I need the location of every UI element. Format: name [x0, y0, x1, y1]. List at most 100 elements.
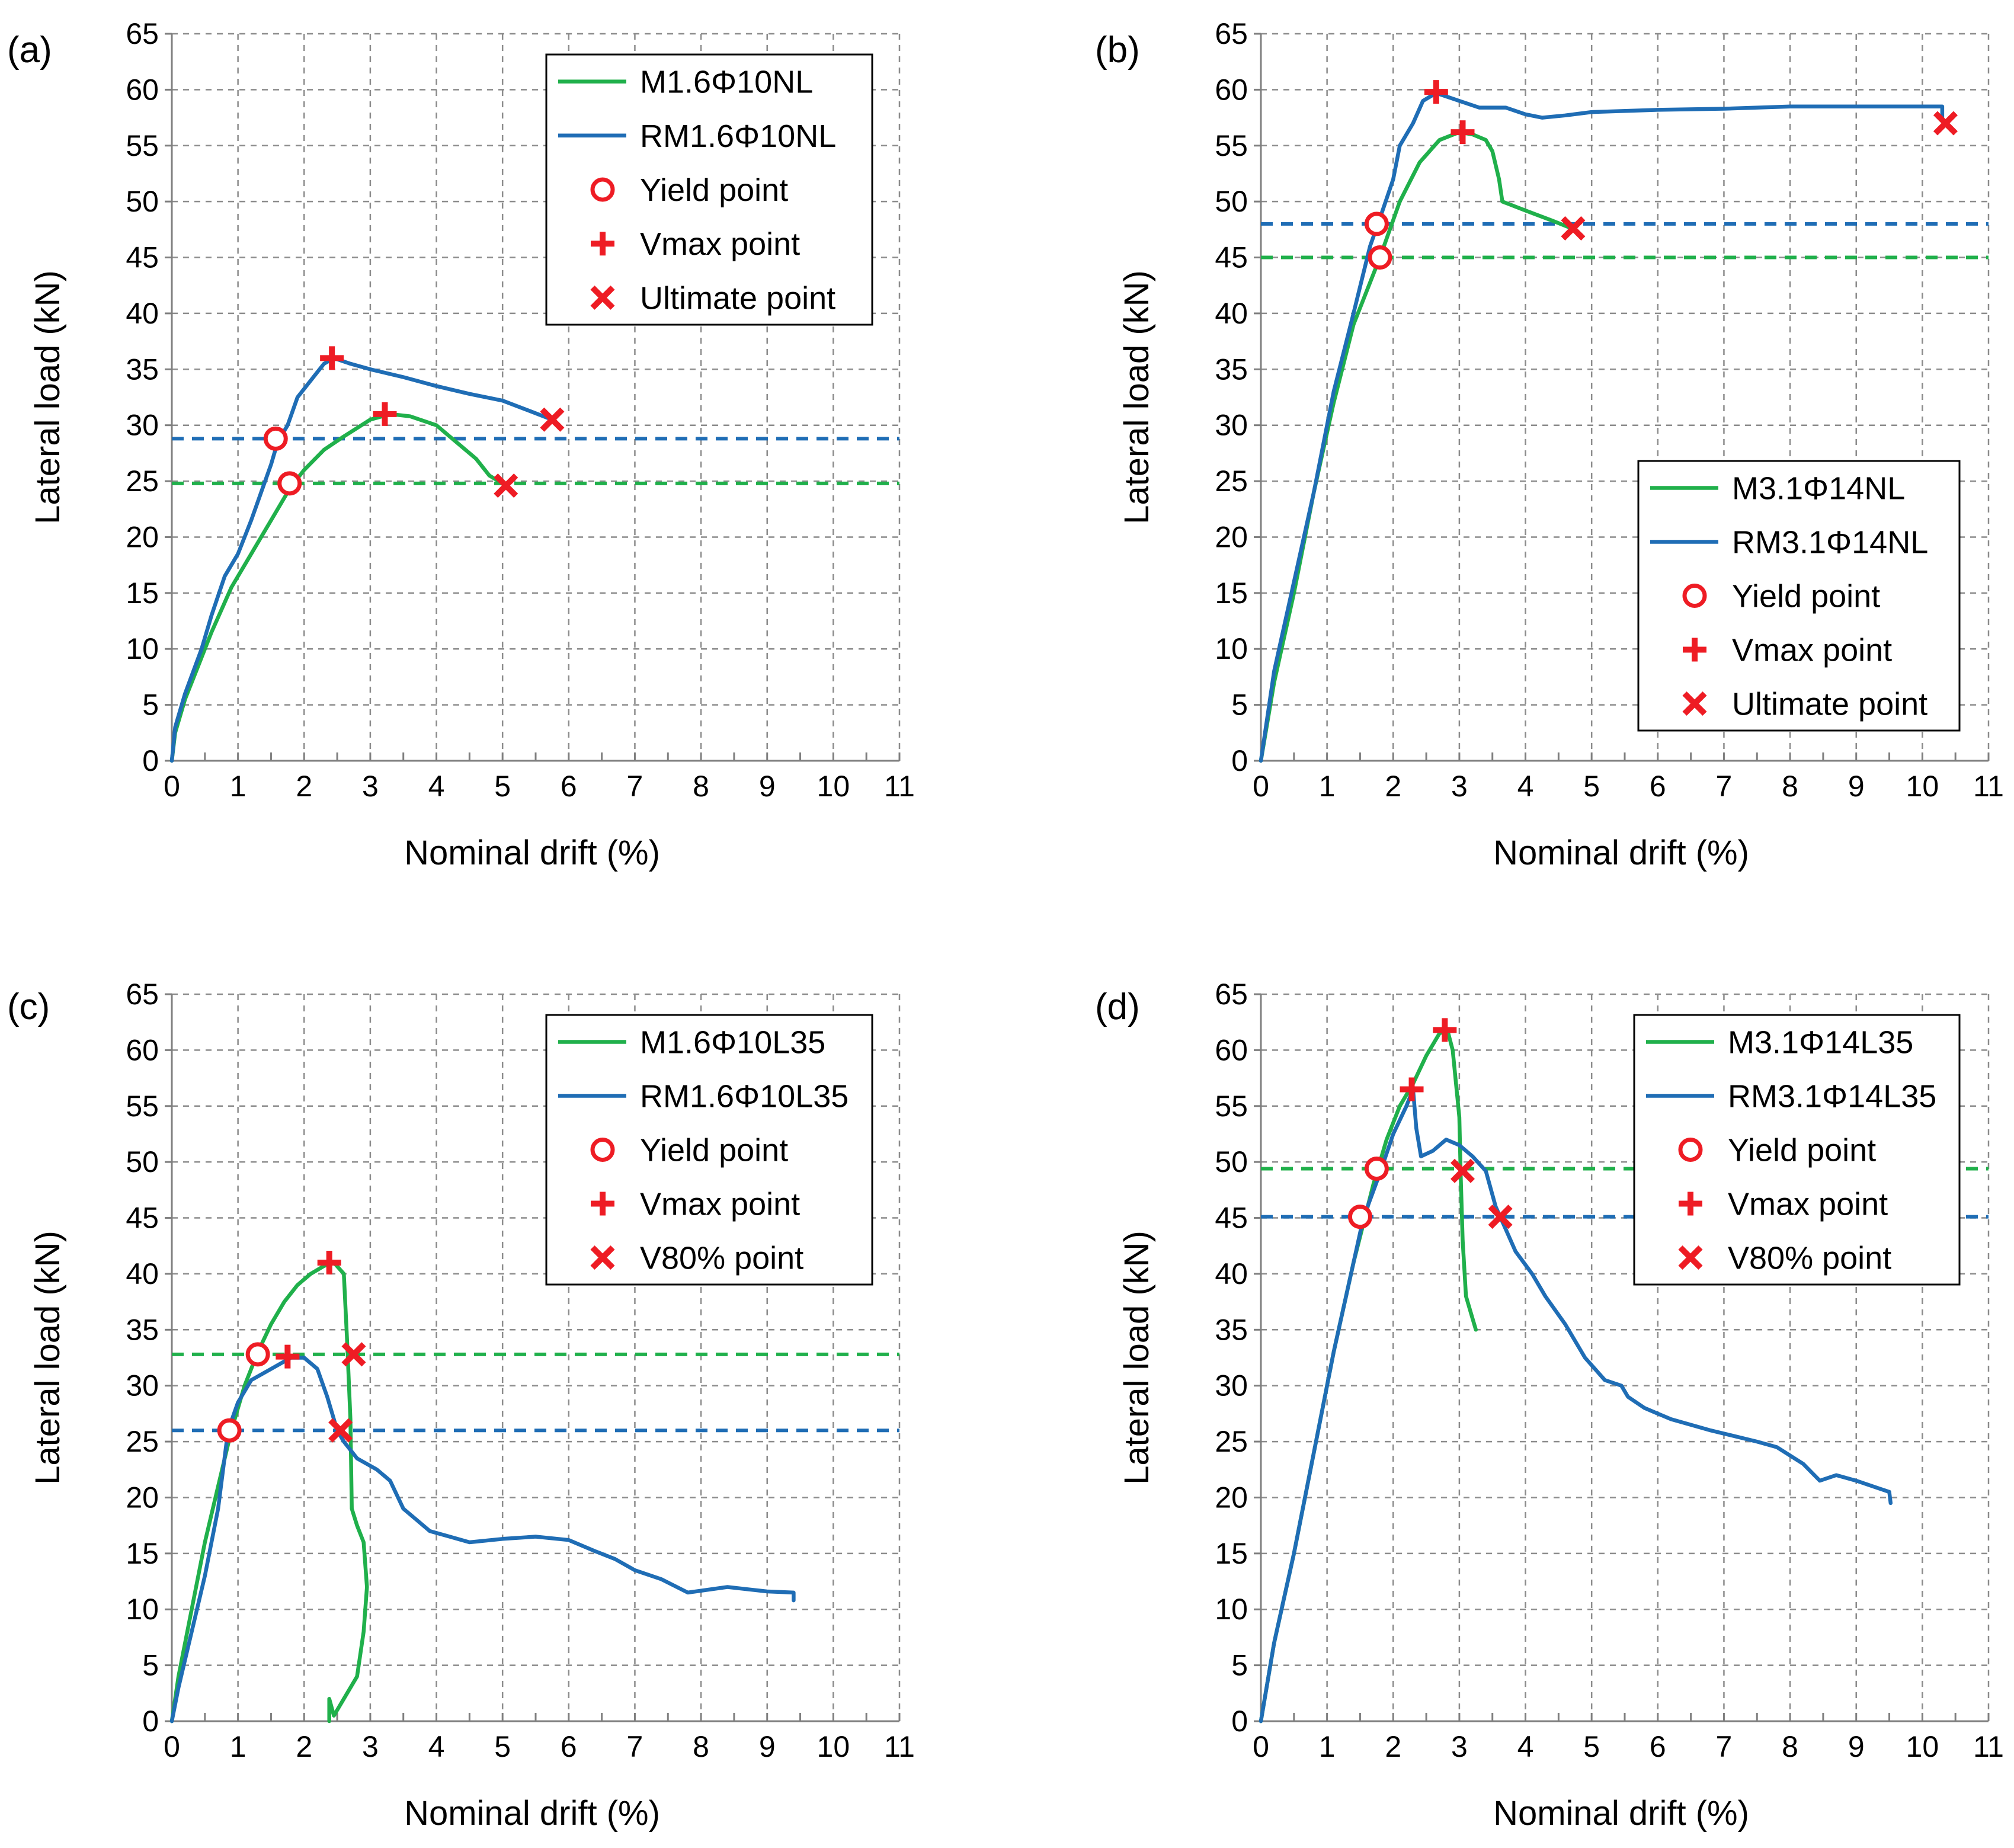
legend-label: V80% point [640, 1241, 803, 1276]
legend-marker-swatch [590, 285, 615, 310]
y-tick-label: 10 [126, 632, 159, 665]
legend-label: Yield point [1728, 1133, 1876, 1168]
x-tick-label: 11 [884, 1730, 915, 1763]
y-tick-label: 45 [126, 241, 159, 274]
y-tick-label: 25 [126, 465, 159, 498]
vmax-marker [320, 346, 344, 370]
legend-label: M1.6Φ10L35 [640, 1025, 825, 1061]
x-tick-label: 7 [627, 770, 643, 803]
y-tick-label: 45 [1215, 1202, 1248, 1235]
grid [172, 33, 901, 761]
y-tick-label: 10 [1215, 1593, 1248, 1626]
x-tick-label: 10 [817, 1730, 850, 1763]
legend-label: M1.6Φ10NL [640, 65, 813, 100]
series-line-2 [1259, 91, 1945, 763]
y-tick-label: 35 [1215, 353, 1248, 386]
x-tick-label: 4 [428, 770, 445, 803]
x-tick-label: 5 [494, 770, 511, 803]
vmax-marker [317, 1251, 341, 1275]
legend-label: V80% point [1728, 1241, 1891, 1276]
y-tick-label: 10 [1215, 632, 1248, 665]
yield-marker [245, 1342, 270, 1367]
legend-marker-swatch [590, 1245, 615, 1270]
x-tick-label: 9 [1848, 770, 1865, 803]
vmax-marker [373, 402, 397, 426]
chart-panel-3: (c)0 1 2 3 4 5 6 7 8 9 10 1105101520253035404550556… [7, 978, 915, 1833]
y-tick-label: 10 [126, 1593, 159, 1626]
panel-label: (b) [1095, 30, 1140, 71]
y-tick-label: 15 [1215, 1537, 1248, 1570]
x-tick-label: 2 [296, 1730, 312, 1763]
y-tick-label: 60 [1215, 73, 1248, 106]
legend-label: RM3.1Φ14L35 [1728, 1079, 1936, 1114]
y-axis-label: Lateral load (kN) [1118, 270, 1156, 524]
legend-label: Vmax point [640, 226, 800, 262]
x-tick-label: 3 [1451, 770, 1468, 803]
ultimate-marker [1561, 216, 1586, 241]
x-tick-label: 4 [1517, 1730, 1534, 1763]
y-tick-label: 55 [1215, 1090, 1248, 1123]
series-line-2 [1259, 1087, 1893, 1724]
y-tick-label: 20 [1215, 1481, 1248, 1514]
legend-label: RM1.6Φ10NL [640, 118, 836, 154]
x-tick-label: 5 [1583, 770, 1600, 803]
y-tick-label: 40 [126, 1257, 159, 1290]
y-tick-label: 20 [1215, 520, 1248, 553]
y-tick-label: 25 [1215, 465, 1248, 498]
legend-label: RM1.6Φ10L35 [640, 1079, 848, 1114]
legend-marker-swatch [1682, 584, 1707, 608]
x-tick-label: 7 [627, 1730, 643, 1763]
y-tick-label: 40 [1215, 297, 1248, 330]
series-line-1 [169, 412, 508, 763]
y-tick-label: 15 [1215, 577, 1248, 610]
yield-marker [277, 471, 302, 496]
legend-marker-swatch [590, 1138, 615, 1162]
legend-label: Ultimate point [640, 280, 835, 316]
y-tick-label: 5 [142, 688, 159, 722]
series-line-2 [169, 1356, 796, 1724]
grid [172, 993, 901, 1721]
y-tick-label: 65 [126, 978, 159, 1011]
vmax-marker [1400, 1077, 1424, 1101]
x-tick-label: 11 [884, 770, 915, 803]
y-tick-label: 0 [1231, 1705, 1248, 1738]
x-tick-label: 8 [693, 1730, 709, 1763]
y-tick-label: 5 [1231, 1649, 1248, 1682]
legend-label: Vmax point [640, 1187, 800, 1222]
x-tick-label: 6 [1650, 770, 1666, 803]
y-tick-label: 25 [1215, 1425, 1248, 1458]
legend-marker-swatch [1682, 691, 1707, 716]
x-tick-label: 3 [362, 1730, 379, 1763]
x-tick-label: 3 [1451, 1730, 1468, 1763]
legend-label: M3.1Φ14L35 [1728, 1025, 1913, 1061]
yield-marker [1364, 1156, 1389, 1181]
legend: M3.1Φ14L35 RM3.1Φ14L35 Yield point Vmax poi… [1633, 1014, 1961, 1286]
x-tick-label: 6 [561, 770, 577, 803]
y-tick-label: 0 [142, 744, 159, 777]
x-tick-label: 1 [230, 770, 246, 803]
y-tick-label: 50 [126, 185, 159, 218]
series-line-1 [169, 1260, 369, 1724]
ultimate-marker [540, 407, 565, 432]
legend-label: Yield point [640, 1133, 788, 1168]
y-tick-label: 0 [1231, 744, 1248, 777]
yield-marker [1347, 1205, 1372, 1229]
y-tick-label: 40 [126, 297, 159, 330]
series-line-1 [1259, 1028, 1478, 1724]
grid [1261, 993, 1990, 1721]
y-tick-label: 55 [126, 1090, 159, 1123]
legend: M1.6Φ10NL RM1.6Φ10NL Yield point Vmax point… [545, 53, 873, 326]
x-tick-label: 7 [1716, 770, 1733, 803]
y-axis-label: Lateral load (kN) [28, 1231, 67, 1485]
x-tick-label: 5 [494, 1730, 511, 1763]
chart-panel-1: (a)0 1 2 3 4 5 6 7 8 9 10 1105101520253035404550556… [7, 17, 915, 872]
x-tick-label: 1 [230, 1730, 246, 1763]
x-axis-label: Nominal drift (%) [404, 834, 660, 872]
ultimate-marker [1933, 111, 1958, 136]
legend-marker-swatch [1678, 1138, 1703, 1162]
y-tick-label: 65 [1215, 17, 1248, 50]
y-tick-label: 50 [1215, 1145, 1248, 1178]
y-tick-label: 0 [142, 1705, 159, 1738]
legend-marker-swatch [591, 1192, 614, 1216]
